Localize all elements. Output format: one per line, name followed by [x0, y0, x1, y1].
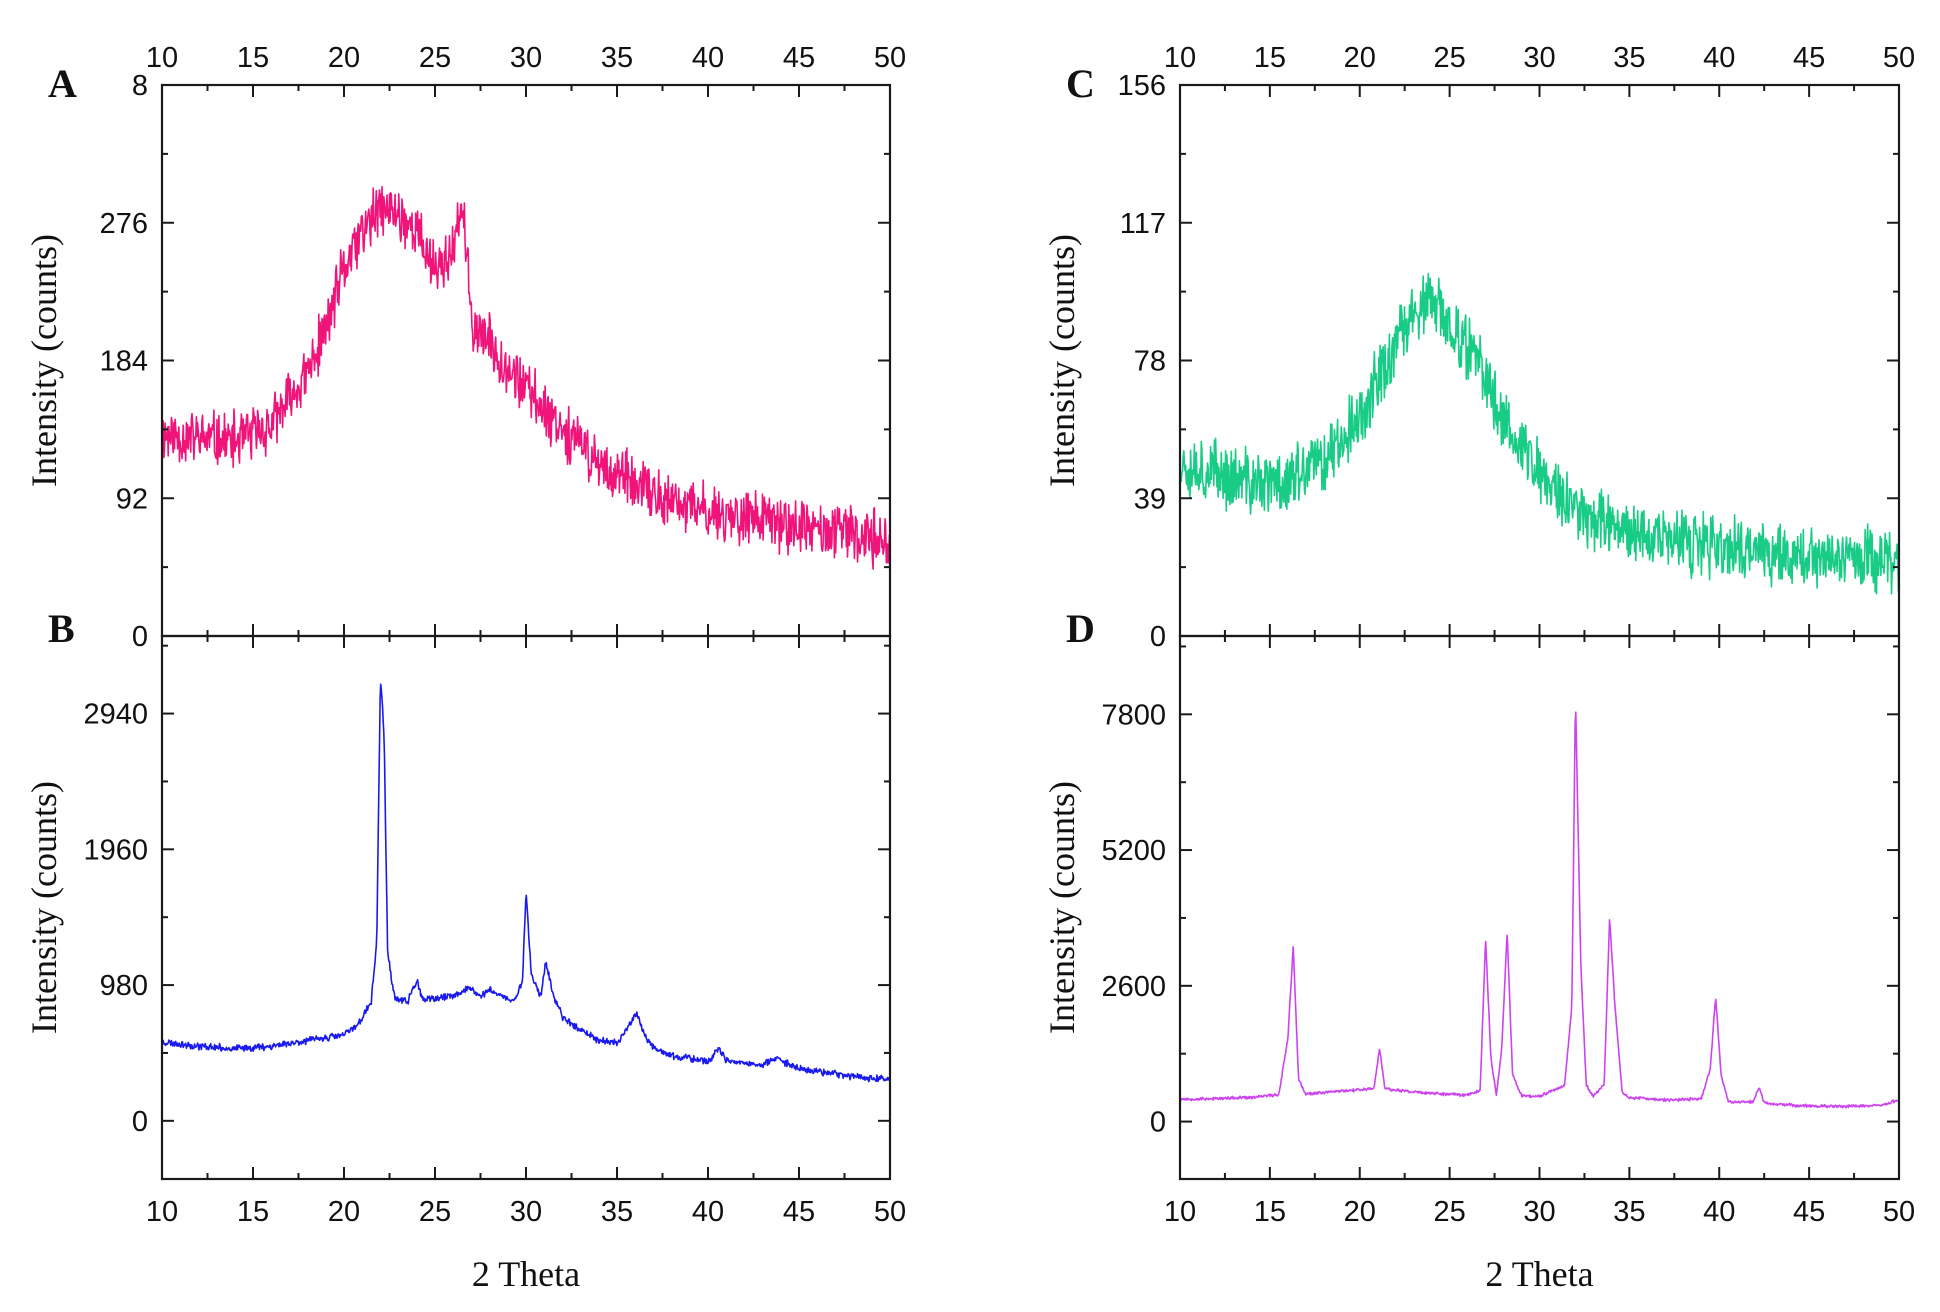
y-tick-label: 156: [1118, 70, 1166, 102]
panel-b-plot: 10 15 20 25 30 35 40 45 50 0 980 1960 2940 B Intensity…: [24, 606, 906, 1294]
x-tick-label: 35: [1613, 1196, 1645, 1228]
series-line-d: [1179, 711, 1900, 1109]
x-tick-label: 40: [692, 1196, 724, 1228]
x-tick-label: 50: [874, 42, 906, 74]
x-tick-label: 10: [146, 42, 178, 74]
x-tick-label: 30: [510, 42, 542, 74]
x-tick-label: 45: [1793, 42, 1825, 74]
y-tick-label: 2940: [83, 699, 148, 731]
x-tick-label: 25: [419, 42, 451, 74]
y-tick-label: 980: [100, 970, 148, 1002]
y-tick-label: 92: [116, 483, 148, 515]
x-tick-label: 20: [1344, 42, 1376, 74]
x-tick-label: 35: [601, 42, 633, 74]
x-tick-label: 10: [1164, 42, 1196, 74]
x-tick-label: 50: [874, 1196, 906, 1228]
panel-letter: B: [48, 606, 75, 651]
panel-c-plot: 10 15 20 25 30 35 40 45 50 0 39 78 117 156 C Intensity …: [1042, 42, 1915, 653]
series-line-b: [161, 683, 891, 1083]
panel-letter: D: [1066, 606, 1095, 651]
x-tick-label: 20: [328, 1196, 360, 1228]
x-tick-label: 25: [1433, 42, 1465, 74]
x-tick-label: 15: [1254, 42, 1286, 74]
panel-letter: C: [1066, 61, 1095, 106]
x-tick-label: 25: [1433, 1196, 1465, 1228]
x-tick-label: 10: [1164, 1196, 1196, 1228]
x-tick-label: 25: [419, 1196, 451, 1228]
y-tick-label: 0: [1150, 621, 1166, 653]
x-tick-label: 10: [146, 1196, 178, 1228]
x-tick-label: 15: [237, 42, 269, 74]
series-line-a: [161, 185, 891, 570]
panel-d-plot: 10 15 20 25 30 35 40 45 50 0 2600 5200 7800 D Intensit…: [1042, 606, 1915, 1294]
y-tick-label: 0: [132, 621, 148, 653]
y-tick-label: 78: [1134, 346, 1166, 378]
x-tick-label: 45: [783, 1196, 815, 1228]
x-tick-label: 20: [1344, 1196, 1376, 1228]
y-tick-label: 2600: [1101, 971, 1166, 1003]
x-tick-label: 45: [783, 42, 815, 74]
x-tick-label: 20: [328, 42, 360, 74]
x-tick-label: 15: [237, 1196, 269, 1228]
panel-letter: A: [48, 61, 77, 106]
y-tick-label: 276: [100, 208, 148, 240]
y-tick-label: 7800: [1101, 699, 1166, 731]
x-tick-label: 30: [1523, 1196, 1555, 1228]
x-tick-label: 40: [1703, 42, 1735, 74]
y-axis-title: Intensity (counts): [1042, 234, 1082, 487]
x-tick-label: 50: [1883, 42, 1915, 74]
y-tick-label: 39: [1134, 483, 1166, 515]
y-axis-title: Intensity (counts): [1042, 781, 1082, 1034]
plot-frame: [160, 83, 892, 638]
y-tick-label: 0: [132, 1106, 148, 1138]
series-line-c: [1179, 272, 1900, 595]
x-tick-label: 40: [692, 42, 724, 74]
y-axis-title: Intensity (counts): [24, 234, 64, 487]
panel-a-plot: 10 15 20 25 30 35 40 45 50 0 92 184 276 8 A Intensity (…: [24, 42, 906, 653]
x-tick-label: 30: [1523, 42, 1555, 74]
y-tick-label: 0: [1150, 1107, 1166, 1139]
y-tick-label: 1960: [83, 834, 148, 866]
plot-frame: [1178, 83, 1901, 638]
x-tick-label: 40: [1703, 1196, 1735, 1228]
y-tick-label: 8: [132, 70, 148, 102]
x-axis-title: 2 Theta: [472, 1254, 580, 1294]
x-tick-label: 30: [510, 1196, 542, 1228]
y-tick-label: 5200: [1101, 835, 1166, 867]
x-tick-label: 35: [601, 1196, 633, 1228]
y-axis-title: Intensity (counts): [24, 781, 64, 1034]
y-tick-label: 117: [1120, 208, 1166, 240]
x-axis-title: 2 Theta: [1485, 1254, 1593, 1294]
x-tick-label: 15: [1254, 1196, 1286, 1228]
x-tick-label: 45: [1793, 1196, 1825, 1228]
x-tick-label: 50: [1883, 1196, 1915, 1228]
x-tick-label: 35: [1613, 42, 1645, 74]
y-tick-label: 184: [100, 346, 148, 378]
